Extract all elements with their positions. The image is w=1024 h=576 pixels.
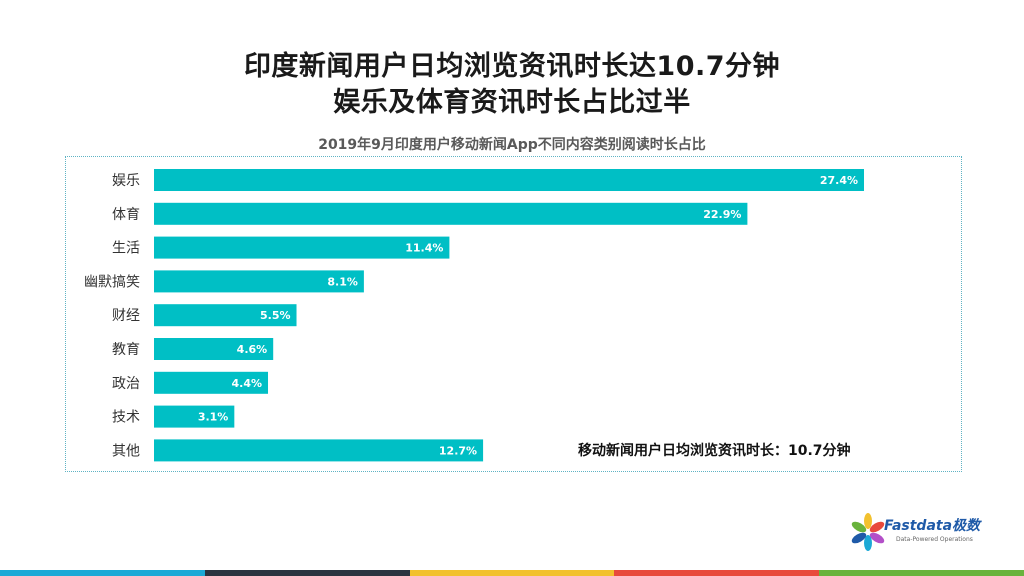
bottom-bar-segment bbox=[819, 570, 1024, 576]
bar bbox=[154, 202, 748, 225]
category-label: 教育 bbox=[112, 342, 140, 358]
bar bbox=[154, 236, 450, 259]
logo-wordmark: Fastdata极数 bbox=[884, 518, 981, 534]
bottom-bar-segment bbox=[204, 570, 410, 576]
bar bbox=[154, 338, 274, 360]
bar bbox=[154, 270, 364, 293]
headline-line-1: 印度新闻用户日均浏览资讯时长达10.7分钟 bbox=[243, 51, 781, 82]
value-label: 4.6% bbox=[237, 343, 268, 356]
bar-chart: 娱乐 27.4% 体育 22.9% 生活 11.4% 幽默搞笑 8.1% 财经 5.5% 教育 4.6… bbox=[84, 169, 864, 462]
bottom-bar-segment bbox=[409, 570, 615, 576]
bar bbox=[154, 304, 297, 327]
value-label: 11.4% bbox=[405, 242, 443, 255]
bar bbox=[154, 169, 864, 191]
category-label: 其他 bbox=[112, 443, 140, 459]
value-label: 4.4% bbox=[231, 377, 262, 390]
bottom-bar-segment bbox=[614, 570, 820, 576]
category-label: 娱乐 bbox=[112, 173, 140, 189]
category-label: 幽默搞笑 bbox=[84, 274, 140, 290]
category-label: 技术 bbox=[112, 410, 140, 426]
category-label: 生活 bbox=[112, 241, 140, 257]
logo-tagline: Data-Powered Operations bbox=[896, 536, 973, 543]
value-label: 12.7% bbox=[439, 444, 477, 457]
chart-title: 2019年9月印度用户移动新闻App不同内容类别阅读时长占比 bbox=[318, 137, 706, 153]
fastdata-logo: Fastdata极数 Data-Powered Operations bbox=[850, 512, 1000, 556]
bar bbox=[154, 439, 484, 462]
value-label: 5.5% bbox=[260, 309, 291, 322]
flower-logo-icon bbox=[851, 513, 885, 551]
category-label: 政治 bbox=[112, 376, 140, 392]
value-label: 22.9% bbox=[703, 208, 741, 221]
bar bbox=[154, 405, 235, 428]
value-label: 8.1% bbox=[327, 275, 358, 288]
bottom-color-bar bbox=[0, 570, 1024, 576]
value-label: 27.4% bbox=[820, 174, 858, 187]
chart-frame: 娱乐 27.4% 体育 22.9% 生活 11.4% 幽默搞笑 8.1% 财经 5.5% 教育 4.6… bbox=[65, 156, 962, 472]
bottom-bar-segment bbox=[0, 570, 205, 576]
category-label: 财经 bbox=[112, 308, 140, 324]
category-label: 体育 bbox=[112, 207, 140, 223]
daily-duration-annotation: 移动新闻用户日均浏览资讯时长：10.7分钟 bbox=[578, 443, 851, 459]
value-label: 3.1% bbox=[198, 411, 229, 424]
headline-line-2: 娱乐及体育资讯时长占比过半 bbox=[333, 87, 691, 118]
bar bbox=[154, 371, 269, 394]
